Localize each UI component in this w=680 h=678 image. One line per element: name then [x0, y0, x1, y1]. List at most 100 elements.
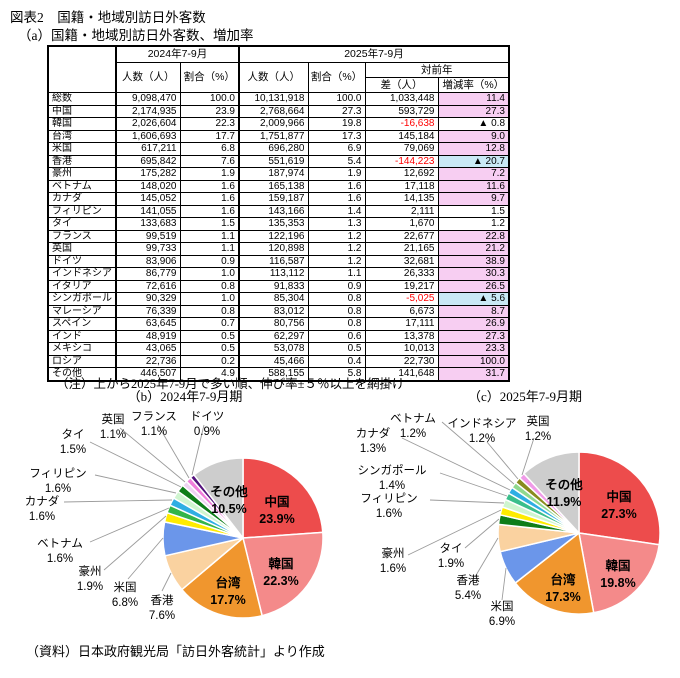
pie-label-value: 6.9% — [489, 616, 515, 628]
table-row: シンガポール 90,329 1.0 85,304 0.8 -5,025 ▲ 5.6 — [47, 292, 510, 306]
label-leader-line — [103, 515, 167, 571]
cell-label: カナダ — [47, 192, 117, 206]
page-title: 図表2 国籍・地域別訪日外客数 — [10, 10, 206, 25]
cell-2025-count: 91,833 — [238, 279, 309, 293]
cell-2025-share: 27.3 — [307, 104, 366, 118]
label-leader-line — [89, 441, 182, 488]
pie-label-value: 7.6% — [149, 610, 175, 622]
cell-2025-count: 10,131,918 — [238, 92, 309, 106]
table-row: マレーシア 76,339 0.8 83,012 0.8 6,673 8.7 — [47, 304, 510, 318]
cell-diff: 145,184 — [364, 129, 439, 143]
cell-label: フランス — [47, 229, 117, 243]
pie-label-value: 1.2% — [400, 428, 426, 440]
cell-2025-share: 0.4 — [307, 354, 366, 368]
cell-rate: 7.2 — [437, 167, 510, 181]
label-leader-line — [127, 537, 164, 580]
table-row: インド 48,919 0.5 62,297 0.6 13,378 27.3 — [47, 329, 510, 343]
pie-label-name: 台湾 — [215, 575, 241, 590]
cell-rate: 27.3 — [437, 329, 510, 343]
cell-2024-share: 1.5 — [179, 217, 240, 231]
cell-label: メキシコ — [47, 342, 117, 356]
table-row: その他 446,507 4.9 588,155 5.8 141,648 31.7 — [47, 367, 510, 381]
pie-label-value: 23.9% — [259, 512, 294, 526]
pie-label-name: フィリピン — [360, 492, 417, 505]
cell-label: 中国 — [47, 104, 117, 118]
col-group-yoy: 対前年 — [364, 62, 510, 78]
cell-2025-share: 1.1 — [307, 267, 366, 281]
cell-label: その他 — [47, 367, 117, 381]
cell-rate: 9.0 — [437, 129, 510, 143]
cell-2025-count: 135,353 — [238, 217, 309, 231]
pie-label-value: 1.2% — [525, 431, 551, 443]
col-group-2025: 2025年7-9月 — [238, 45, 510, 63]
table-row: イタリア 72,616 0.8 91,833 0.9 19,217 26.5 — [47, 279, 510, 293]
cell-2024-share: 1.9 — [179, 167, 240, 181]
cell-2024-share: 22.3 — [179, 117, 240, 131]
pie-label-value: 5.4% — [455, 590, 481, 602]
cell-rate: 1.5 — [437, 204, 510, 218]
pie-label-name: 米国 — [491, 600, 514, 613]
cell-2025-count: 113,112 — [238, 267, 309, 281]
cell-label: 豪州 — [47, 167, 117, 181]
label-leader-line — [441, 421, 515, 485]
cell-2024-count: 695,842 — [115, 154, 181, 168]
table-row: 中国 2,174,935 23.9 2,768,664 27.3 593,729 27.3 — [47, 104, 510, 118]
label-leader-line — [464, 518, 500, 549]
pie-slice-台湾 — [181, 537, 263, 619]
label-leader-line — [474, 537, 499, 578]
cell-diff: 79,069 — [364, 142, 439, 156]
pie-label-value: 10.5% — [211, 502, 246, 516]
cell-2025-count: 53,078 — [238, 342, 309, 356]
label-leader-line — [429, 499, 505, 504]
cell-diff: 12,692 — [364, 167, 439, 181]
pie-label-name: タイ — [62, 428, 85, 441]
cell-rate: 38.9 — [437, 254, 510, 268]
cell-label: 米国 — [47, 142, 117, 156]
pie-label-name: 香港 — [151, 594, 174, 607]
pie-label-name: 中国 — [264, 494, 289, 509]
cell-rate: 11.6 — [437, 179, 510, 193]
corner-cell — [47, 45, 117, 93]
cell-rate: 21.2 — [437, 242, 510, 256]
pie-label-name: 韓国 — [605, 558, 630, 573]
cell-rate: ▲ 5.6 — [437, 292, 510, 306]
cell-2025-count: 120,898 — [238, 242, 309, 256]
cell-2025-share: 1.6 — [307, 179, 366, 193]
col-diff: 差（人） — [364, 77, 439, 93]
cell-rate: 26.5 — [437, 279, 510, 293]
pie-label-value: 11.9% — [547, 495, 582, 509]
pie-2025-title: （c）2025年7-9月期 — [467, 389, 583, 404]
cell-2024-count: 99,733 — [115, 242, 181, 256]
cell-label: フィリピン — [47, 204, 117, 218]
pie-label-value: 1.6% — [29, 511, 55, 523]
cell-2025-count: 696,280 — [238, 142, 309, 156]
cell-2024-count: 141,055 — [115, 204, 181, 218]
cell-2025-count: 2,009,966 — [238, 117, 309, 131]
cell-diff: -144,223 — [364, 154, 439, 168]
pie-slice-韓国 — [578, 532, 660, 614]
cell-2024-count: 175,282 — [115, 167, 181, 181]
cell-2025-count: 551,619 — [238, 154, 309, 168]
table-row: ロシア 22,736 0.2 45,466 0.4 22,730 100.0 — [47, 354, 510, 368]
cell-diff: 14,135 — [364, 192, 439, 206]
cell-rate: 26.9 — [437, 317, 510, 331]
pie-label-value: 1.3% — [360, 443, 386, 455]
table-row: 韓国 2,026,604 22.3 2,009,966 19.8 -16,638 ▲ 0.8 — [47, 117, 510, 131]
pie-2024-title: （b）2024年7-9月期 — [127, 389, 243, 404]
table-row: 台湾 1,606,693 17.7 1,751,877 17.3 145,184 9.0 — [47, 129, 510, 143]
cell-2024-share: 1.1 — [179, 229, 240, 243]
cell-label: ドイツ — [47, 254, 117, 268]
cell-rate: 11.4 — [437, 92, 510, 106]
cell-diff: 593,729 — [364, 104, 439, 118]
cell-diff: 1,670 — [364, 217, 439, 231]
pie-label-name: カナダ — [25, 494, 60, 508]
subtitle-table: （a）国籍・地域別訪日外客数、増加率 — [18, 28, 254, 43]
cell-diff: 6,673 — [364, 304, 439, 318]
cell-2024-count: 1,606,693 — [115, 129, 181, 143]
cell-diff: 13,378 — [364, 329, 439, 343]
cell-2024-share: 0.2 — [179, 354, 240, 368]
cell-2025-share: 1.3 — [307, 217, 366, 231]
cell-2024-share: 100.0 — [179, 92, 240, 106]
cell-label: シンガポール — [47, 292, 117, 306]
cell-2025-share: 19.8 — [307, 117, 366, 131]
